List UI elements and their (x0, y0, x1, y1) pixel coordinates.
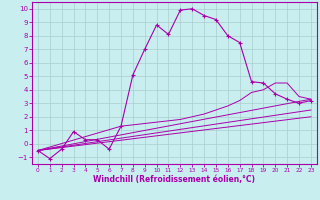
X-axis label: Windchill (Refroidissement éolien,°C): Windchill (Refroidissement éolien,°C) (93, 175, 255, 184)
